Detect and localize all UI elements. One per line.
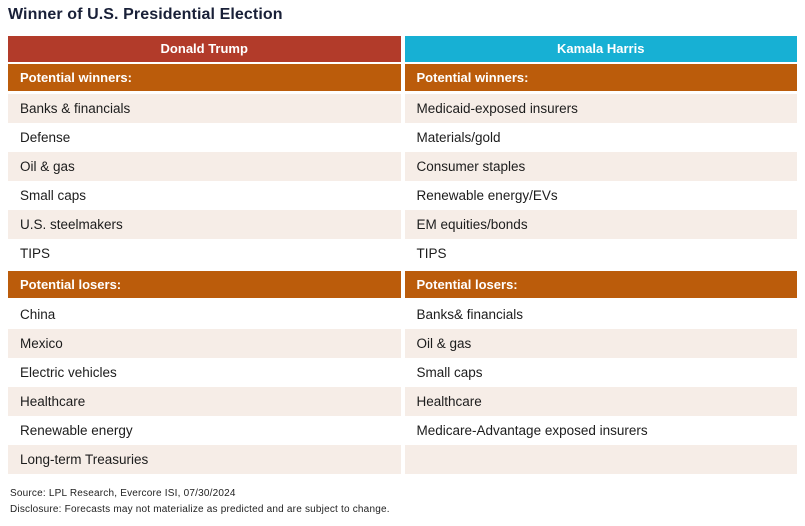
table-row: Small caps xyxy=(404,358,797,387)
table-row: Electric vehicles xyxy=(8,358,401,387)
table-row: Consumer staples xyxy=(404,152,797,181)
table-row: TIPS xyxy=(404,239,797,268)
column-kamala-harris: Kamala Harris Potential winners: Medicai… xyxy=(404,36,797,474)
table-row: Mexico xyxy=(8,329,401,358)
table-row: Oil & gas xyxy=(404,329,797,358)
footer: Source: LPL Research, Evercore ISI, 07/3… xyxy=(10,486,390,518)
section-header-harris-losers: Potential losers: xyxy=(404,271,797,298)
harris-losers-rows: Banks& financials Oil & gas Small caps H… xyxy=(404,300,797,474)
section-header-harris-winners: Potential winners: xyxy=(404,64,797,91)
table-row: China xyxy=(8,300,401,329)
table-row: EM equities/bonds xyxy=(404,210,797,239)
table-row xyxy=(404,445,797,474)
column-header-donald-trump: Donald Trump xyxy=(8,36,401,62)
table-row: Small caps xyxy=(8,181,401,210)
table-row: U.S. steelmakers xyxy=(8,210,401,239)
column-donald-trump: Donald Trump Potential winners: Banks & … xyxy=(8,36,401,474)
table-row: Renewable energy xyxy=(8,416,401,445)
table-row: Long-term Treasuries xyxy=(8,445,401,474)
table-row: Oil & gas xyxy=(8,152,401,181)
trump-winners-rows: Banks & financials Defense Oil & gas Sma… xyxy=(8,94,401,268)
election-impact-table: Donald Trump Potential winners: Banks & … xyxy=(8,36,797,474)
section-header-trump-winners: Potential winners: xyxy=(8,64,401,91)
page-title: Winner of U.S. Presidential Election xyxy=(8,6,283,23)
column-header-kamala-harris: Kamala Harris xyxy=(404,36,797,62)
table-row: Medicaid-exposed insurers xyxy=(404,94,797,123)
table-row: TIPS xyxy=(8,239,401,268)
section-header-trump-losers: Potential losers: xyxy=(8,271,401,298)
table-row: Healthcare xyxy=(8,387,401,416)
table-row: Medicare-Advantage exposed insurers xyxy=(404,416,797,445)
table-row: Healthcare xyxy=(404,387,797,416)
table-row: Banks & financials xyxy=(8,94,401,123)
source-note: Source: LPL Research, Evercore ISI, 07/3… xyxy=(10,488,236,499)
disclosure-note: Disclosure: Forecasts may not materializ… xyxy=(10,504,390,515)
trump-losers-rows: China Mexico Electric vehicles Healthcar… xyxy=(8,300,401,474)
harris-winners-rows: Medicaid-exposed insurers Materials/gold… xyxy=(404,94,797,268)
table-row: Defense xyxy=(8,123,401,152)
table-row: Materials/gold xyxy=(404,123,797,152)
table-row: Banks& financials xyxy=(404,300,797,329)
table-row: Renewable energy/EVs xyxy=(404,181,797,210)
